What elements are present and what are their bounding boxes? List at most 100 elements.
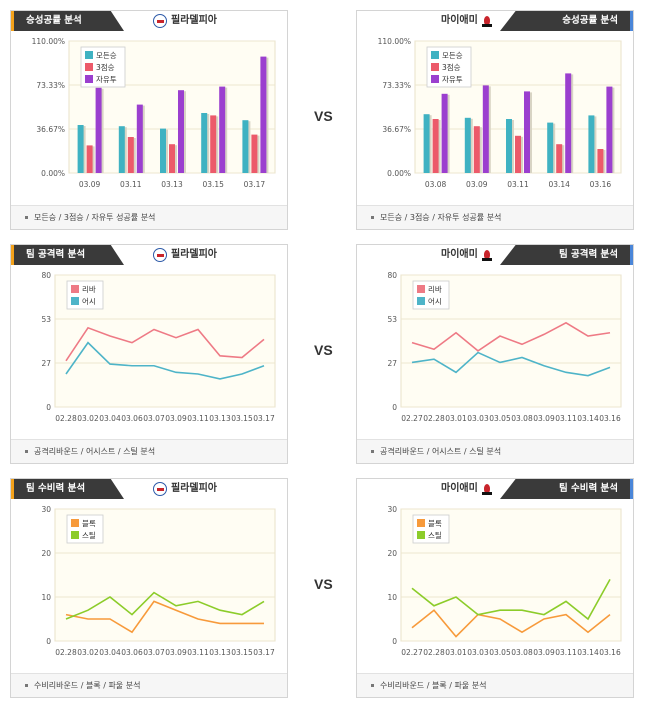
x-tick-label: 03.11 [187,414,209,423]
legend-swatch [85,63,93,71]
team-label: 필라델피아 [171,15,217,26]
legend-swatch [417,297,425,305]
x-tick-label: 02.27 [401,414,423,423]
bar [77,125,84,173]
team-name-left: 필라델피아 [153,479,217,499]
series-line [411,321,611,352]
miami-logo-icon [481,248,492,262]
x-tick-label: 03.16 [599,414,621,423]
bar [556,144,563,173]
bar [515,135,521,173]
bullet-icon [25,684,28,687]
section-title: 팀 수비력 분석 [500,479,630,499]
panel-footer: 수비리바운드 / 블록 / 파울 분석 [357,673,633,697]
bar [201,113,208,173]
team-label: 필라델피아 [171,249,217,260]
legend-swatch [417,531,425,539]
y-tick-label: 73.33% [36,81,65,90]
x-tick-label: 03.03 [467,414,489,423]
legend-label: 어시 [82,296,96,306]
bullet-icon [25,216,28,219]
legend-swatch [431,51,439,59]
x-tick-label: 03.11 [120,180,142,189]
panel-footer: 수비리바운드 / 블록 / 파울 분석 [11,673,287,697]
x-tick-label: 03.02 [77,648,99,657]
x-tick-label: 03.09 [165,414,187,423]
header-accent [11,11,14,31]
panel-attack-left: 팀 공격력 분석 필라델피아 80 53 27 0 02.28 03.02 03.04 03.… [10,244,288,464]
x-tick-label: 03.17 [244,180,266,189]
x-tick-label: 03.09 [79,180,101,189]
x-tick-label: 03.03 [467,648,489,657]
bar [464,117,471,173]
footer-text: 공격리바운드 / 어시스트 / 스틸 분석 [380,447,502,456]
header-accent [11,479,14,499]
y-tick-label: 0 [392,403,397,412]
y-tick-label: 73.33% [382,81,411,90]
header-accent [630,11,633,31]
bullet-icon [25,450,28,453]
legend-swatch [85,51,93,59]
bar [606,86,613,173]
y-tick-label: 0.00% [41,169,65,178]
y-tick-label: 10 [387,593,397,602]
y-tick-label: 0 [392,637,397,646]
legend-label: 자유투 [96,75,117,84]
bar [260,56,267,173]
x-tick-label: 02.28 [55,648,77,657]
section-title: 팀 공격력 분석 [500,245,630,265]
section-title: 팀 수비력 분석 [14,479,124,499]
team-name-left: 필라델피아 [153,11,217,31]
series-line [65,326,265,362]
x-tick-label: 03.07 [143,648,165,657]
bar [565,73,572,173]
bar [178,90,184,173]
x-tick-label: 03.14 [548,180,570,189]
x-tick-label: 03.02 [77,414,99,423]
win-chart-right: 110.00% 73.33% 36.67% 0.00% 03.08 03.09 03.11 0… [378,37,622,189]
bar [136,104,143,173]
y-tick-label: 80 [41,271,51,280]
legend-label: 리바 [428,284,442,294]
panel-attack-right: 마이애미 팀 공격력 분석 80 53 27 0 02.27 02.28 03.01 03.0… [356,244,634,464]
x-tick-label: 03.14 [577,648,599,657]
x-tick-label: 03.11 [555,648,577,657]
legend-swatch [85,75,93,83]
x-tick-label: 03.01 [445,414,467,423]
bar [251,134,258,173]
panel-header: 마이애미 팀 공격력 분석 [357,245,633,265]
bullet-icon [371,450,374,453]
y-tick-label: 27 [387,359,397,368]
x-tick-label: 03.04 [99,648,121,657]
legend-swatch [71,531,79,539]
miami-logo-icon [481,482,492,496]
y-tick-label: 53 [387,315,397,324]
panel-defense-right: 마이애미 팀 수비력 분석 30 20 10 0 02.27 02.28 03.01 03.0… [356,478,634,698]
x-tick-label: 03.05 [489,414,511,423]
y-tick-label: 0 [46,637,51,646]
legend-swatch [431,75,439,83]
x-tick-label: 03.05 [489,648,511,657]
legend-swatch [71,297,79,305]
vs-label: VS [314,108,333,124]
x-tick-label: 03.08 [425,180,447,189]
bullet-icon [371,684,374,687]
bar [432,119,439,173]
panel-header: 마이애미 승성공률 분석 [357,11,633,31]
x-tick-label: 03.16 [590,180,612,189]
x-tick-label: 03.15 [231,648,253,657]
x-tick-label: 02.27 [401,648,423,657]
bar [169,144,175,173]
legend-label: 어시 [428,296,442,306]
legend-label: 3점승 [96,62,115,72]
team-label: 마이애미 [441,249,478,260]
bar [118,126,125,173]
panel-footer: 모든승 / 3점승 / 자유투 성공률 분석 [11,205,287,229]
legend-label: 모든승 [442,51,463,60]
panel-win-right: 마이애미 승성공률 분석 110.00% 73.33% 36.67% 0.00% 03.… [356,10,634,230]
bar [588,115,595,173]
legend-label: 스틸 [82,531,96,540]
